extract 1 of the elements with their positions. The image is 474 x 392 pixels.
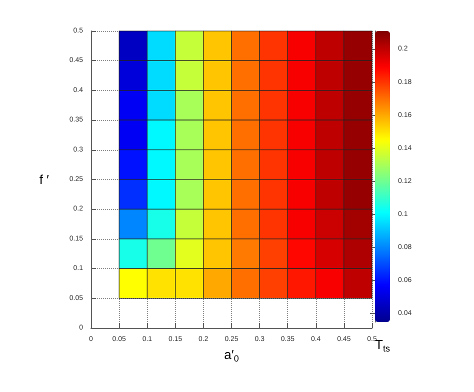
y-axis-title: f ′ [39, 172, 50, 187]
